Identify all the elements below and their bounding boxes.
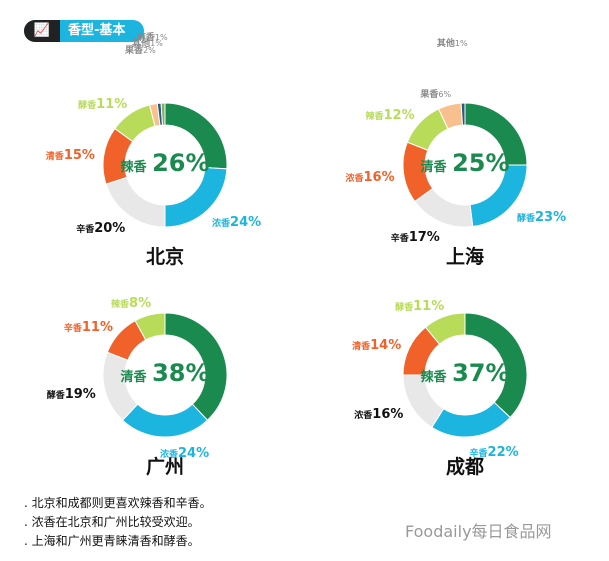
segment-label: 辛香22% <box>470 441 519 460</box>
segment-value: 6% <box>438 90 452 100</box>
segment-label: 清香15% <box>46 144 95 163</box>
segment-name: 辛香 <box>63 323 82 334</box>
segment-value: 11% <box>96 97 128 113</box>
segment-name: 辣香 <box>111 300 130 311</box>
segment-label: 酵香11% <box>395 295 444 314</box>
segment-value: 23% <box>535 210 567 226</box>
segment-name: 酵香 <box>78 101 97 112</box>
segment-value: 14% <box>370 337 402 353</box>
segment-label: 酵香23% <box>517 206 566 225</box>
segment-label: 辛香17% <box>391 226 440 245</box>
top-flavor-value: 37% <box>452 359 510 387</box>
segment-label: 其他1% <box>132 31 163 50</box>
segment-name: 浓香 <box>354 410 373 421</box>
segment-label: 浓香16% <box>345 166 394 185</box>
top-flavor-value: 25% <box>452 149 510 177</box>
segment-value: 22% <box>487 445 519 461</box>
segment-label: 浓香24% <box>212 211 261 230</box>
segment-label: 酵香11% <box>78 93 127 112</box>
segment-value: 24% <box>230 215 262 231</box>
segment-label: 果香6% <box>420 82 451 101</box>
donut-segment <box>121 403 209 438</box>
segment-name: 果香 <box>420 90 439 101</box>
segment-name: 其他 <box>436 39 455 50</box>
donut-segment <box>160 102 166 126</box>
city-name: 广州 <box>145 456 184 478</box>
segment-value: 20% <box>94 221 126 237</box>
segment-value: 12% <box>383 107 415 123</box>
segment-value: 16% <box>372 406 404 422</box>
segment-name: 浓香 <box>212 219 231 230</box>
city-name: 成都 <box>445 456 484 478</box>
segment-value: 24% <box>178 446 210 461</box>
segment-value: 1% <box>154 33 168 43</box>
segment-label: 辛香20% <box>76 217 125 236</box>
donut-chart: 浓香24% 酵香19% 辛香11% 辣香8% 清香 38% 广州 <box>20 296 320 540</box>
city-name: 北京 <box>145 246 184 268</box>
donut-chart: 浓香24% 辛香20% 清香15% 酵香11% 果香2% 其他1% 麻香1% 辣香 26% 北京 <box>20 33 320 330</box>
note: . 北京和成都则更喜欢辣香和辛香。 <box>24 496 212 510</box>
segment-value: 17% <box>408 229 440 245</box>
top-flavor-value: 38% <box>152 359 210 387</box>
segment-name: 其他 <box>132 39 151 50</box>
center-label: 辣香 26% <box>100 149 230 177</box>
segment-value: 8% <box>129 296 152 312</box>
segment-name: 酵香 <box>517 214 536 225</box>
segment-name: 果香 <box>125 46 144 57</box>
donut-segment <box>105 176 166 228</box>
note: . 浓香在北京和广州比较受欢迎。 <box>24 515 200 529</box>
segment-name: 浓香 <box>345 173 364 184</box>
segment-label: 其他1% <box>437 31 468 50</box>
segment-label: 辣香8% <box>111 292 151 311</box>
segment-label: 浓香16% <box>354 403 403 422</box>
segment-value: 15% <box>63 148 95 164</box>
line-chart-icon: 📈 <box>24 20 60 42</box>
segment-name: 清香 <box>352 341 371 352</box>
segment-name: 酵香 <box>395 302 414 313</box>
section-title: 香型-基本 <box>68 23 126 38</box>
center-label: 清香 25% <box>400 149 530 177</box>
segment-name: 辛香 <box>390 233 409 244</box>
segment-label: 清香14% <box>352 334 401 353</box>
top-flavor-name: 辣香 <box>120 160 147 175</box>
segment-name: 浓香 <box>160 450 179 460</box>
donut-segment <box>460 102 466 126</box>
city-name: 上海 <box>445 246 484 268</box>
segment-value: 2% <box>143 46 156 56</box>
segment-label: 麻香1% <box>137 25 168 44</box>
top-flavor-value: 26% <box>152 149 210 177</box>
segment-value: 19% <box>64 386 96 402</box>
donut-chart: 辛香22% 浓香16% 清香14% 酵香11% 辣香 37% 成都 <box>320 299 609 540</box>
segment-name: 辣香 <box>365 111 384 122</box>
segment-value: 11% <box>413 298 445 314</box>
segment-value: 16% <box>363 169 395 185</box>
segment-value: 1% <box>150 39 163 49</box>
watermark: Foodaily每日食品网 <box>405 522 552 541</box>
top-flavor-name: 辣香 <box>420 370 447 385</box>
segment-name: 辛香 <box>469 449 488 460</box>
segment-label: 浓香24% <box>160 442 209 461</box>
notes: . 北京和成都则更喜欢辣香和辛香。 . 浓香在北京和广州比较受欢迎。 . 上海和… <box>24 494 212 551</box>
donut-chart: 酵香23% 辛香17% 浓香16% 辣香12% 果香6% 其他1% 清香 25% 上海 <box>320 39 609 330</box>
donut-segment <box>431 401 511 438</box>
segment-name: 酵香 <box>46 390 65 401</box>
center-label: 清香 38% <box>100 359 230 387</box>
segment-value: 11% <box>81 319 113 335</box>
segment-value: 1% <box>454 39 468 49</box>
segment-name: 清香 <box>45 152 64 163</box>
section-header: 📈 香型-基本 <box>24 20 144 42</box>
segment-label: 果香2% <box>125 38 156 57</box>
donut-segment <box>134 312 166 341</box>
top-flavor-name: 清香 <box>420 160 447 175</box>
donut-segment <box>424 312 466 345</box>
center-label: 辣香 37% <box>400 359 530 387</box>
segment-label: 酵香19% <box>47 383 96 402</box>
note: . 上海和广州更青睐清香和酵香。 <box>24 534 200 548</box>
segment-name: 麻香 <box>136 33 155 44</box>
segment-label: 辣香12% <box>365 104 414 123</box>
segment-name: 辛香 <box>76 225 95 236</box>
top-flavor-name: 清香 <box>120 370 147 385</box>
segment-label: 辛香11% <box>64 316 113 335</box>
